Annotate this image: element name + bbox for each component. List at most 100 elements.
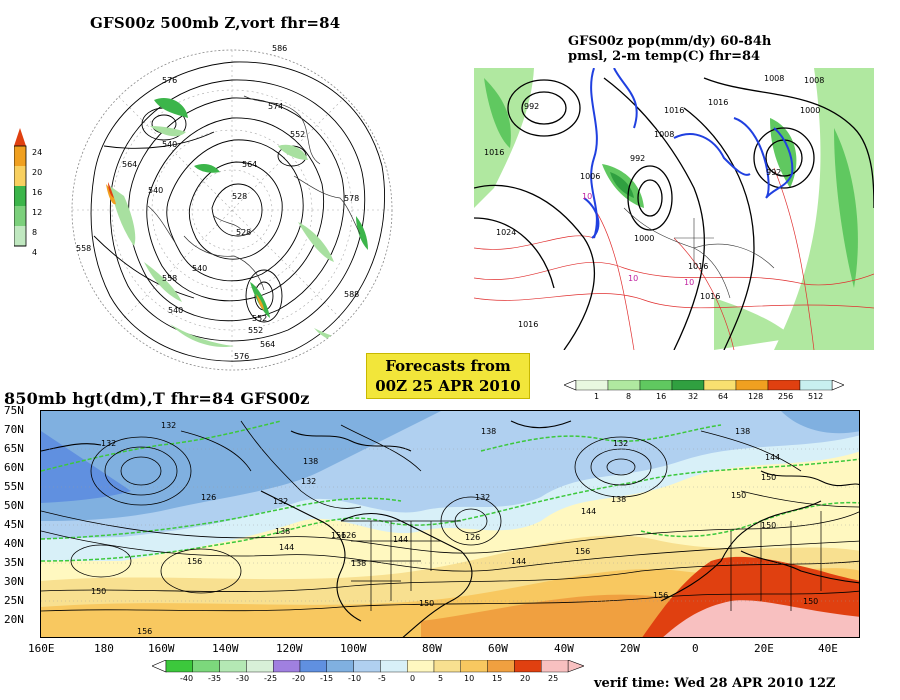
panel-pop-title-line1: GFS00z pop(mm/dy) 60-84h [568,34,772,49]
isobar-label: 1016 [700,292,721,301]
lon-label: 160W [148,642,175,655]
temp-level-label: 15 [492,674,503,683]
verif-time: verif time: Wed 28 APR 2010 12Z [594,676,836,691]
isobar-label: 992 [630,154,646,163]
contour-label: 540 [162,140,178,149]
lat-label: 25N [4,594,24,607]
pop-colorbar-swatch [575,379,609,391]
temp-colorbar-swatch [272,659,301,673]
polar-500mb-graphic [71,49,393,371]
height-label: 126 [201,493,217,502]
contour-label: 540 [192,264,208,273]
isobar-label: 1016 [518,320,539,329]
height-label: 138 [735,427,751,436]
height-label: 126 [341,531,357,540]
pop-level-label: 128 [748,392,764,401]
pop-level-label: 16 [656,392,667,401]
temp-level-label: -10 [348,674,362,683]
temp-colorbar-swatch [192,659,220,673]
temp-colorbar-swatch [514,659,542,673]
pop-colorbar-swatch [735,379,769,391]
lat-label: 20N [4,613,24,626]
panel-850mb-title: 850mb hgt(dm),T fhr=84 GFS00z [4,389,310,408]
height-label: 156 [187,557,203,566]
height-label: 150 [731,491,747,500]
temp-colorbar-swatch [460,659,488,673]
height-label: 144 [279,543,295,552]
lat-label: 70N [4,423,24,436]
temp-colorbar-swatch [487,659,515,673]
contour-label: 552 [248,326,264,335]
lat-label: 35N [4,556,24,569]
temp-level-label: 10 [464,674,475,683]
contour-label: 576 [162,76,178,85]
height-label: 144 [765,453,781,462]
pop-level-label: 512 [808,392,824,401]
contour-label: 552 [290,130,306,139]
latitude-axis: 75N 70N 65N 60N 55N 50N 45N 40N 35N 30N … [4,404,40,644]
temp-colorbar-swatch [433,659,461,673]
pop-colorbar-graphic [563,379,845,391]
contour-label: 558 [162,274,178,283]
temp-level-label: -15 [320,674,334,683]
temp-colorbar: -40 -35 -30 -25 -20 -15 -10 -5 0 5 10 15… [151,659,585,690]
lon-label: 100W [340,642,367,655]
pop-level-label: 8 [626,392,632,401]
vort-level-label: 8 [32,228,38,237]
map-850mb-graphic [41,411,859,637]
vort-colorbar-graphic [13,128,27,247]
height-label: 138 [611,495,627,504]
isobar-label: 1006 [580,172,601,181]
lat-label: 55N [4,480,24,493]
height-label: 144 [581,507,597,516]
temp-level-label: -30 [236,674,250,683]
lon-label: 40W [554,642,574,655]
temp-colorbar-swatch [406,659,435,673]
temp-colorbar-swatch [246,659,274,673]
height-label: 156 [575,547,591,556]
pop-pmsl-map: 992 1016 1016 1008 1000 992 1008 1024 10… [474,68,874,350]
lon-label: 160E [28,642,55,655]
temp-level-label: -5 [378,674,386,683]
contour-label: 552 [252,314,268,323]
pop-pmsl-graphic [474,68,874,350]
vort-level-label: 16 [32,188,43,197]
vort-level-label: 4 [32,248,38,257]
temp-colorbar-swatch [299,659,327,673]
isobar-label: 1016 [708,98,729,107]
pop-colorbar-swatch [799,379,833,391]
pop-level-label: 32 [688,392,699,401]
panel-500mb-title: GFS00z 500mb Z,vort fhr=84 [90,14,341,32]
vort-colorbar: 24 20 16 12 8 4 [13,128,44,268]
height-label: 150 [761,521,777,530]
lon-label: 40E [818,642,838,655]
forecast-badge-line2: 00Z 25 APR 2010 [375,377,521,395]
isobar-label: 1008 [654,130,675,139]
temp-colorbar-swatch [326,659,354,673]
temp-label: 10 [628,274,639,283]
isobar-label: 1000 [634,234,655,243]
lon-label: 140W [212,642,239,655]
temp-level-label: -35 [208,674,222,683]
height-label: 150 [91,587,107,596]
lat-label: 60N [4,461,24,474]
temp-level-label: 20 [520,674,531,683]
pop-colorbar: 1 8 16 32 64 128 256 512 [563,379,845,406]
contour-label: 540 [168,306,184,315]
temp-label: 10 [582,192,593,201]
polar-500mb-map: 586 576 574 564 552 540 564 528 540 578 … [64,36,400,384]
isobar-label: 1008 [804,76,825,85]
panel-pop-title-line2: pmsl, 2-m temp(C) fhr=84 [568,49,761,64]
lon-label: 0 [692,642,699,655]
temp-level-label: -40 [180,674,194,683]
temp-level-label: 5 [438,674,444,683]
vort-level-label: 12 [32,208,43,217]
contour-label: 586 [272,44,288,53]
temp-colorbar-graphic [151,659,585,673]
lon-label: 20E [754,642,774,655]
forecast-badge-line1: Forecasts from [385,357,511,375]
isobar-label: 1016 [664,106,685,115]
height-label: 150 [803,597,819,606]
lat-label: 75N [4,404,24,417]
forecast-init-badge: Forecasts from 00Z 25 APR 2010 [366,353,530,399]
